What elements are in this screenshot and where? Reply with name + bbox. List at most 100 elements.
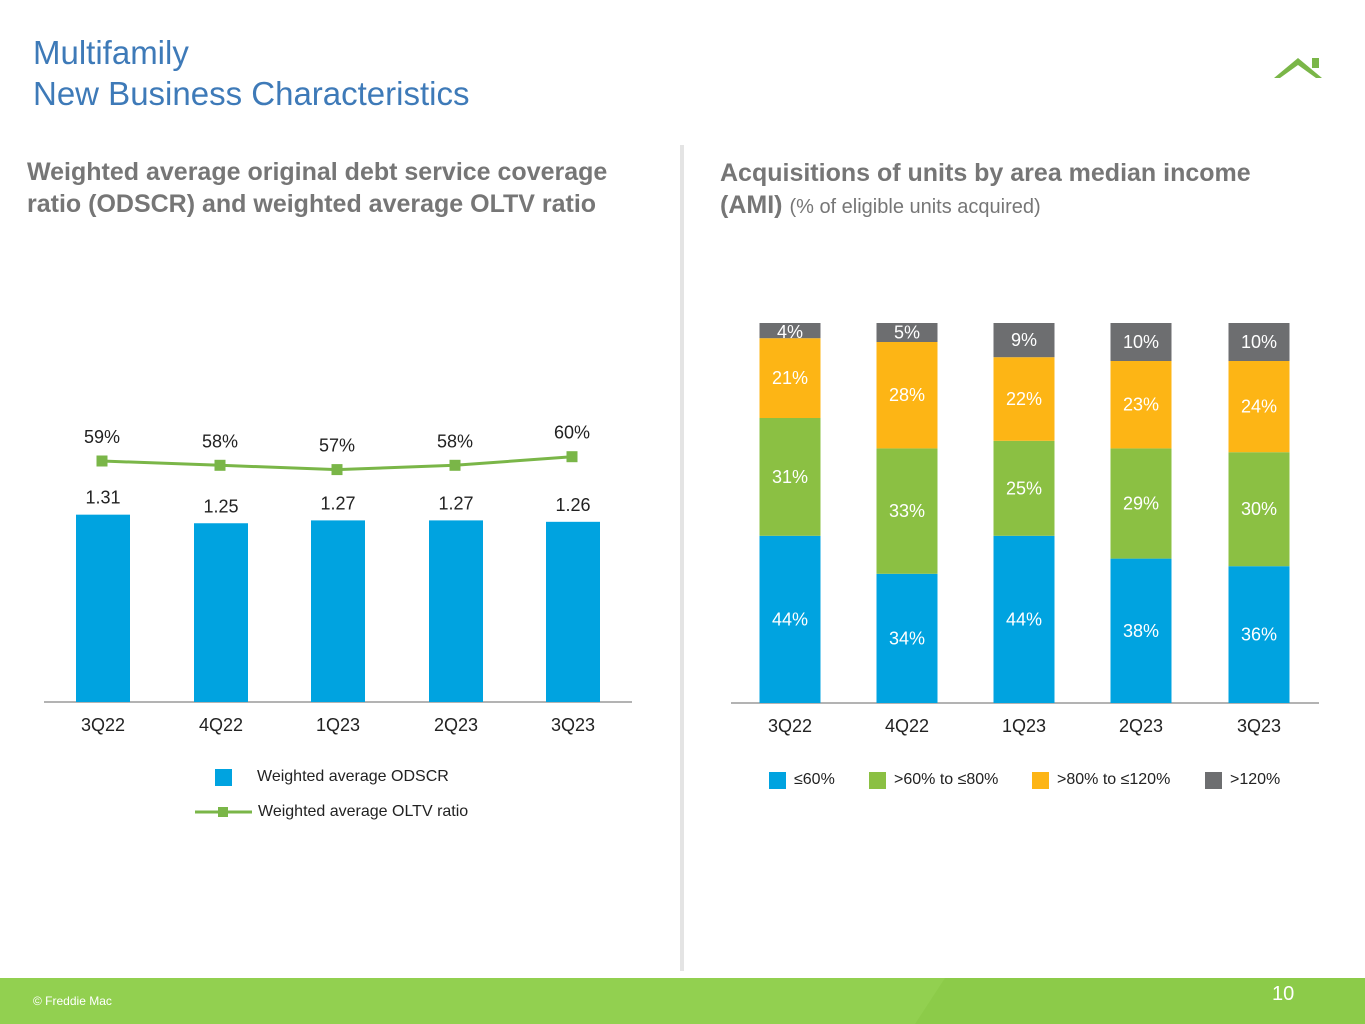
footer-accent-shape [915,978,1365,1024]
legend-item-odscr: Weighted average ODSCR [215,768,449,786]
page-title-line1: Multifamily [33,34,189,71]
segment-value-label: 9% [1011,330,1037,350]
oltv-value-label: 58% [202,431,238,451]
segment-value-label: 38% [1123,621,1159,641]
legend-label-ami-80-120: >80% to ≤120% [1057,771,1171,788]
x-tick-label: 4Q22 [199,715,243,735]
legend-item-ami-60-80: >60% to ≤80% [869,771,998,789]
legend-swatch-ami-80-120 [1032,771,1049,789]
ami-60-80-segment [876,448,938,574]
panel-divider [680,145,684,971]
ami-gt-120-segment [759,323,821,339]
odscr-bar [311,520,365,702]
segment-value-label: 23% [1123,395,1159,415]
x-tick-label: 1Q23 [1002,716,1046,736]
x-tick-label: 3Q23 [551,715,595,735]
ami-gt-120-segment [993,323,1055,358]
segment-value-label: 44% [1006,609,1042,629]
odscr-value-label: 1.27 [438,493,473,513]
ami-80-120-segment [1228,361,1290,453]
odscr-value-label: 1.26 [555,495,590,515]
legend-swatch-odscr [215,768,232,786]
legend-item-ami-80-120: >80% to ≤120% [1032,771,1170,789]
ami-80-120-segment [993,357,1055,441]
x-tick-label: 2Q23 [1119,716,1163,736]
ami-60-80-segment [993,440,1055,536]
oltv-marker [96,455,108,467]
ami-le-60-segment [1110,558,1172,703]
segment-value-label: 10% [1241,332,1277,352]
left-chart-title: Weighted average original debt service c… [27,156,607,220]
legend-item-ami-60: ≤60% [769,771,835,789]
footer-bar: © Freddie Mac 10 [0,978,1365,1024]
ami-60-80-segment [1110,448,1172,559]
ami-80-120-segment [1110,361,1172,449]
ami-stacked-chart: 44% 31% 21% 4% 3Q22 34% 33% 28% 5% 4Q22 44% 25% 22% 9… [731,322,1319,736]
legend-label-ami-60-80: >60% to ≤80% [894,771,999,788]
odscr-bar [429,520,483,702]
x-tick-label: 4Q22 [885,716,929,736]
odscr-oltv-chart: 1.31 3Q22 1.25 4Q22 1.27 1Q23 1.27 2Q23 1.26 3Q23… [44,423,632,735]
x-tick-label: 3Q23 [1237,716,1281,736]
ami-gt-120-segment [1228,323,1290,361]
oltv-value-label: 57% [319,436,355,456]
footer-copyright: © Freddie Mac [33,994,112,1008]
legend-label-oltv: Weighted average OLTV ratio [258,803,469,820]
segment-value-label: 31% [772,467,808,487]
x-tick-label: 3Q22 [768,716,812,736]
x-tick-label: 3Q22 [81,715,125,735]
ami-60-80-segment [1228,452,1290,567]
ami-gt-120-segment [876,323,938,342]
legend-label-ami-60: ≤60% [794,771,835,788]
legend-swatch-ami-120 [1205,771,1222,789]
page-title: Multifamily New Business Characteristics [33,32,469,114]
right-chart-title-line2: (AMI) [720,191,783,219]
segment-value-label: 24% [1241,397,1277,417]
legend-label-odscr: Weighted average ODSCR [257,768,449,785]
ami-gt-120-segment [1110,323,1172,361]
odscr-bar [194,523,248,702]
legend-item-ami-120: >120% [1205,771,1280,789]
segment-value-label: 28% [889,385,925,405]
segment-value-label: 25% [1006,478,1042,498]
ami-le-60-segment [876,573,938,703]
legend-item-oltv: Weighted average OLTV ratio [195,803,468,821]
left-chart-title-line2: ratio (ODSCR) and weighted average OLTV … [27,190,597,218]
oltv-marker [214,459,226,471]
odscr-bar [76,514,130,702]
segment-value-label: 5% [894,323,920,343]
oltv-marker [566,451,578,463]
oltv-value-label: 59% [84,427,120,447]
segment-value-label: 4% [777,322,803,342]
oltv-value-label: 60% [554,423,590,443]
legend-swatch-ami-60-80 [869,771,886,789]
right-chart-subtitle: (% of eligible units acquired) [789,196,1041,218]
legend-label-ami-120: >120% [1230,771,1281,788]
odscr-value-label: 1.25 [203,496,238,516]
segment-value-label: 29% [1123,494,1159,514]
odscr-bar [546,521,600,702]
ami-le-60-segment [759,535,821,703]
oltv-marker [449,459,461,471]
segment-value-label: 10% [1123,332,1159,352]
oltv-marker [331,464,343,476]
ami-le-60-segment [1228,566,1290,703]
odscr-value-label: 1.31 [85,488,120,508]
segment-value-label: 34% [889,628,925,648]
right-chart-title: Acquisitions of units by area median inc… [720,157,1251,223]
page-title-line2: New Business Characteristics [33,75,470,112]
ami-60-80-segment [759,418,821,536]
segment-value-label: 21% [772,368,808,388]
segment-value-label: 30% [1241,499,1277,519]
house-logo-icon [1274,58,1322,78]
ami-le-60-segment [993,535,1055,703]
segment-value-label: 36% [1241,625,1277,645]
legend-line-oltv-icon [195,807,252,817]
ami-80-120-segment [759,338,821,418]
x-tick-label: 2Q23 [434,715,478,735]
page-number: 10 [1272,983,1295,1005]
segment-value-label: 44% [772,609,808,629]
x-tick-label: 1Q23 [316,715,360,735]
odscr-value-label: 1.27 [320,493,355,513]
right-chart-title-line1: Acquisitions of units by area median inc… [720,159,1251,187]
